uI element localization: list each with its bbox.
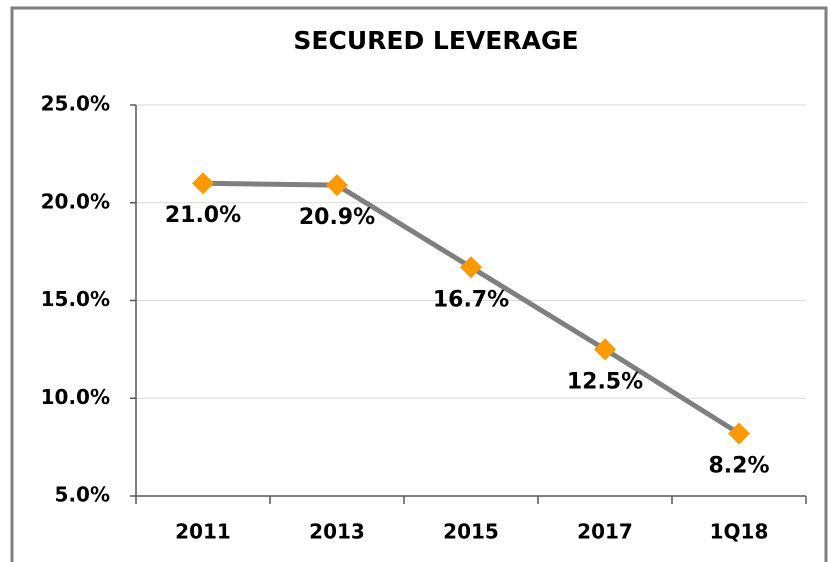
x-tick-label: 2015 — [443, 520, 499, 544]
marker — [326, 174, 348, 197]
data-label: 20.9% — [299, 205, 375, 230]
y-tick-label: 5.0% — [55, 483, 110, 507]
data-label: 8.2% — [708, 453, 769, 478]
marker — [594, 338, 616, 361]
chart-frame — [10, 6, 828, 562]
x-tick-label: 2013 — [309, 520, 365, 544]
y-tick-label: 10.0% — [41, 385, 110, 409]
data-label: 21.0% — [165, 203, 241, 228]
data-label: 12.5% — [567, 369, 643, 394]
marker — [460, 256, 482, 279]
chart-title: SECURED LEVERAGE — [293, 26, 578, 55]
x-tick-label: 2011 — [175, 520, 231, 544]
x-tick-label: 2017 — [577, 520, 633, 544]
marker — [192, 172, 214, 195]
y-tick-label: 25.0% — [41, 92, 110, 116]
data-label: 16.7% — [433, 287, 509, 312]
y-tick-label: 20.0% — [41, 189, 110, 213]
marker — [728, 422, 750, 445]
y-tick-label: 15.0% — [41, 287, 110, 311]
x-tick-label: 1Q18 — [710, 520, 769, 544]
